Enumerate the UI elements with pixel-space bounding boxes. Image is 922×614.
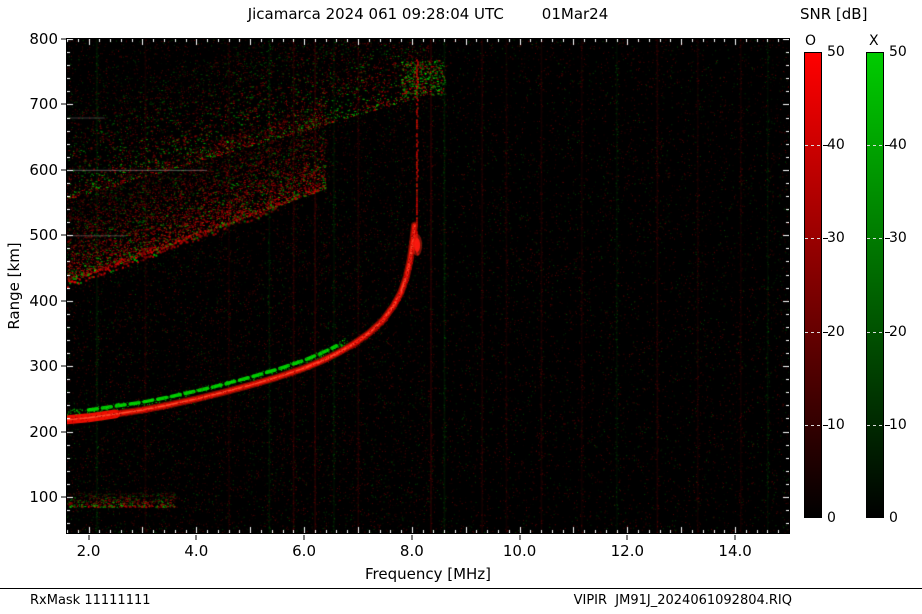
x-tick-label: 2.0 — [76, 542, 101, 560]
y-tick-mark — [61, 300, 66, 302]
x-tick-label: 14.0 — [718, 542, 752, 560]
colorbar-tick-mark — [823, 424, 828, 426]
colorbar-tick-label: 50 — [889, 44, 907, 60]
colorbar-tick-label: 50 — [827, 44, 845, 60]
x-colorbar — [866, 52, 884, 518]
y-tick-label: 100 — [29, 488, 58, 506]
file-name-text: VIPIR JM91J_2024061092804.RIQ — [573, 593, 792, 608]
x-tick-mark — [626, 535, 628, 540]
y-tick-mark — [61, 496, 66, 498]
x-tick-label: 10.0 — [502, 542, 537, 560]
x-tick-label: 8.0 — [399, 542, 424, 560]
x-tick-mark — [88, 535, 90, 540]
colorbar-tick-mark — [805, 424, 823, 426]
colorbar-tick-label: 20 — [889, 323, 907, 340]
colorbar-tick-label: 20 — [827, 323, 845, 340]
x-tick-label: 12.0 — [610, 542, 645, 560]
colorbar-tick-label: 0 — [889, 510, 898, 526]
rxmask-text: RxMask 11111111 — [30, 593, 151, 608]
colorbar-tick-mark — [805, 145, 823, 147]
x-tick-mark — [519, 535, 521, 540]
colorbar-tick-label: 10 — [827, 416, 845, 433]
y-tick-label: 400 — [29, 291, 58, 310]
y-tick-mark — [61, 169, 66, 171]
snr-colorbar-title: SNR [dB] — [800, 5, 868, 23]
y-tick-mark — [61, 431, 66, 433]
y-tick-label: 700 — [29, 95, 58, 114]
x-axis-label: Frequency [MHz] — [364, 565, 492, 583]
colorbar-tick-mark — [867, 331, 885, 333]
colorbar-tick-mark — [823, 238, 828, 240]
x-tick-mark — [411, 535, 413, 540]
x-tick-mark — [303, 535, 305, 540]
y-tick-label: 500 — [29, 226, 58, 245]
colorbar-tick-mark — [885, 424, 890, 426]
y-tick-label: 600 — [29, 160, 58, 179]
colorbar-tick-mark — [885, 145, 890, 147]
colorbar-tick-mark — [823, 145, 828, 147]
colorbar-tick-label: 40 — [827, 137, 845, 154]
x-tick-label: 4.0 — [184, 542, 209, 560]
ionogram-canvas — [67, 39, 789, 533]
colorbar-tick-label: 40 — [889, 137, 907, 154]
colorbar-tick-mark — [867, 424, 885, 426]
y-tick-mark — [61, 234, 66, 236]
colorbar-tick-mark — [805, 238, 823, 240]
plot-date: 01Mar24 — [541, 5, 609, 23]
colorbar-tick-mark — [885, 331, 890, 333]
colorbar-tick-label: 30 — [889, 230, 907, 247]
y-axis-label: Range [km] — [5, 242, 23, 330]
colorbar-tick-mark — [867, 145, 885, 147]
y-tick-mark — [61, 365, 66, 367]
o-colorbar — [804, 52, 822, 518]
y-tick-label: 800 — [29, 30, 58, 48]
y-tick-mark — [61, 38, 66, 40]
colorbar-tick-mark — [805, 331, 823, 333]
ionogram-plot — [66, 38, 790, 534]
plot-title: Jicamarca 2024 061 09:28:04 UTC — [247, 5, 504, 23]
footer-divider — [0, 588, 922, 589]
colorbar-tick-mark — [823, 331, 828, 333]
plot-title-row: Jicamarca 2024 061 09:28:04 UTC 01Mar24 — [66, 5, 790, 23]
colorbar-tick-label: 30 — [827, 230, 845, 247]
o-mode-label: O — [805, 33, 817, 49]
colorbar-tick-mark — [885, 238, 890, 240]
y-tick-label: 300 — [29, 357, 58, 376]
y-tick-mark — [61, 103, 66, 105]
colorbar-tick-mark — [867, 238, 885, 240]
x-mode-label: X — [869, 33, 879, 49]
x-tick-mark — [195, 535, 197, 540]
x-tick-mark — [734, 535, 736, 540]
x-tick-label: 6.0 — [292, 542, 316, 560]
colorbar-tick-label: 0 — [827, 510, 836, 526]
colorbar-tick-label: 10 — [889, 416, 907, 433]
y-tick-label: 200 — [29, 422, 58, 441]
